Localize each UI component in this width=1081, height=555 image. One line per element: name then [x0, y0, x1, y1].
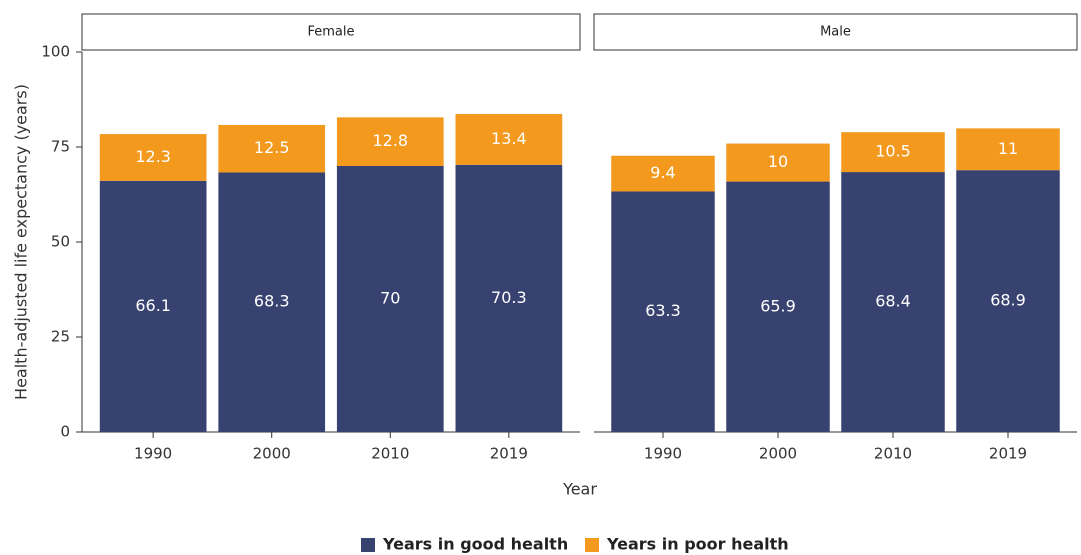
y-tick-label: 100	[41, 43, 70, 61]
y-tick-label: 25	[51, 328, 70, 346]
value-label: 10	[768, 152, 788, 171]
value-label: 13.4	[491, 129, 527, 148]
y-tick-label: 0	[60, 423, 70, 441]
x-tick-label: 2000	[759, 445, 797, 463]
facet-label: Female	[307, 25, 354, 40]
value-label: 12.8	[372, 131, 408, 150]
value-label: 63.3	[645, 301, 681, 320]
bar-segment	[611, 191, 715, 432]
x-tick-label: 2019	[490, 445, 528, 463]
legend-label: Years in good health	[382, 535, 568, 554]
bar-segment	[99, 180, 207, 432]
facet-label: Male	[820, 25, 851, 40]
bar-segment	[336, 117, 444, 166]
bar-segment	[726, 181, 830, 432]
legend-label: Years in poor health	[606, 535, 789, 554]
x-tick-label: 1990	[134, 445, 172, 463]
y-axis-label: Health-adjusted life expectancy (years)	[12, 84, 31, 400]
value-label: 65.9	[760, 296, 796, 315]
x-tick-label: 2000	[253, 445, 291, 463]
value-label: 70	[380, 289, 400, 308]
y-tick-label: 75	[51, 138, 70, 156]
value-label: 11	[998, 139, 1018, 158]
facet-strip	[81, 13, 581, 51]
value-label: 9.4	[650, 163, 675, 182]
value-label: 10.5	[875, 142, 911, 161]
value-label: 68.9	[990, 291, 1026, 310]
facet-strip	[593, 13, 1078, 51]
bar-segment	[956, 128, 1060, 171]
bar-segment	[218, 124, 326, 173]
bar-segment	[726, 143, 830, 182]
bar-segment	[611, 155, 715, 192]
bar-segment	[455, 164, 563, 433]
x-tick-label: 2019	[989, 445, 1027, 463]
value-label: 66.1	[135, 296, 171, 315]
x-tick-label: 2010	[371, 445, 409, 463]
bar-segment	[841, 132, 945, 173]
value-label: 68.4	[875, 292, 911, 311]
x-axis-label: Year	[562, 480, 597, 499]
bar-segment	[841, 172, 945, 432]
value-label: 70.3	[491, 288, 527, 307]
y-tick-label: 50	[51, 233, 70, 251]
legend-swatch	[361, 538, 375, 552]
bar-segment	[218, 172, 326, 432]
value-label: 12.3	[135, 147, 171, 166]
bar-segment	[99, 134, 207, 181]
legend-swatch	[585, 538, 599, 552]
bar-segment	[455, 113, 563, 165]
bar-segment	[336, 166, 444, 432]
x-tick-label: 2010	[874, 445, 912, 463]
x-tick-label: 1990	[644, 445, 682, 463]
value-label: 12.5	[254, 138, 290, 157]
bar-segment	[956, 170, 1060, 432]
value-label: 68.3	[254, 292, 290, 311]
